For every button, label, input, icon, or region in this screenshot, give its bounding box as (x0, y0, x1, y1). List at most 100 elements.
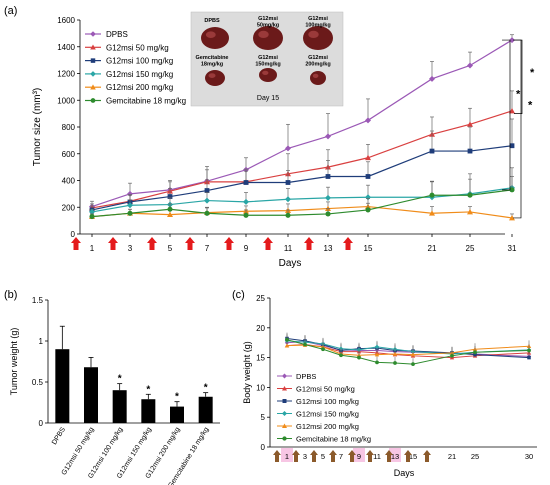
significance-star: * (146, 384, 150, 395)
legend-label: DPBS (106, 30, 128, 39)
significance-star: * (516, 89, 521, 101)
series-line (91, 205, 513, 219)
marker-circle (375, 360, 379, 365)
marker-triangle (392, 351, 398, 356)
treatment-arrow (304, 237, 314, 250)
marker-diamond (90, 31, 96, 37)
y-tick-label: 1600 (57, 16, 75, 25)
series-gemcitabine-18-mg-kg (285, 333, 531, 367)
y-tick-label: 20 (256, 324, 265, 333)
inset-label-line: DPBS (204, 18, 220, 24)
y-tick-label: 0 (71, 230, 76, 239)
bar (170, 406, 184, 423)
panel-label: (b) (4, 289, 17, 301)
marker-square (365, 174, 371, 179)
tumor-highlight (205, 31, 216, 38)
treatment-band (389, 448, 401, 462)
treatment-arrow (343, 237, 353, 250)
treatment-arrow (385, 450, 393, 462)
y-axis-title: Tumor size (mm³) (32, 88, 43, 167)
marker-circle (393, 361, 397, 365)
inset-label-line: Gemcitabine (195, 55, 228, 61)
marker-triangle (365, 154, 371, 161)
inset-label: G12msi 200mg/kg (305, 55, 330, 68)
marker-circle (285, 337, 289, 342)
x-tick-label: 9 (357, 452, 361, 461)
marker-circle (89, 214, 95, 220)
treatment-arrow (224, 237, 234, 250)
marker-square (429, 148, 435, 154)
series-gemcitabine-18-mg-kg (89, 176, 515, 220)
bar (55, 349, 70, 423)
marker-triangle (467, 208, 473, 215)
legend-label: G12msi 150 mg/kg (296, 410, 359, 419)
legend: DPBS G12msi 50 mg/kg G12msi 100 mg/kg G12ms… (85, 30, 186, 106)
marker-circle (303, 342, 307, 347)
marker-square (467, 148, 473, 154)
tumor-highlight (312, 73, 319, 78)
series-line (91, 145, 513, 211)
x-tick-label: 25 (471, 452, 479, 461)
y-tick-label: 0 (261, 443, 266, 452)
marker-diamond (89, 208, 95, 215)
x-tick-label: 13 (324, 244, 333, 253)
marker-circle (527, 348, 531, 353)
x-tick-label: 11 (373, 452, 381, 461)
marker-triangle (282, 386, 287, 391)
inset-label: G12msi 100mg/kg (305, 16, 330, 29)
marker-triangle (509, 107, 515, 114)
x-tick-label: 15 (364, 244, 373, 253)
x-tick-label: 30 (525, 452, 533, 461)
x-tick-label: 25 (466, 244, 475, 253)
tumor-sample (310, 71, 326, 85)
significance-star: * (204, 383, 208, 394)
legend: DPBS G12msi 50 mg/kg G12msi 100 mg/kg G12ms… (277, 372, 371, 444)
x-tick-label: 1 (285, 452, 289, 461)
tumor-highlight (208, 73, 216, 78)
marker-square (243, 180, 249, 185)
bar (141, 399, 156, 423)
marker-square (325, 174, 331, 179)
marker-triangle (284, 343, 290, 348)
y-tick-label: 600 (62, 150, 76, 159)
tumor-sample (253, 26, 283, 50)
treatment-arrow (404, 450, 412, 462)
significance-star: * (528, 99, 533, 111)
x-tick-label: 31 (508, 244, 517, 253)
x-tick-label: 5 (168, 244, 173, 253)
legend-label: G12msi 200 mg/kg (296, 422, 359, 431)
marker-diamond (285, 145, 291, 152)
marker-diamond (243, 198, 249, 205)
marker-circle (325, 211, 331, 217)
x-tick-label: 7 (205, 244, 210, 253)
x-tick-label: 1 (90, 244, 95, 253)
marker-triangle (429, 210, 435, 216)
treatment-arrow (71, 237, 81, 250)
tumor-highlight (262, 70, 269, 75)
y-tick-label: 1.5 (32, 296, 44, 305)
marker-diamond (282, 411, 287, 416)
tumor-highlight (258, 30, 269, 38)
inset-label-line: G12msi (308, 55, 328, 61)
tumor-sample (201, 27, 229, 49)
marker-triangle (90, 44, 96, 50)
x-tick-label: 21 (448, 452, 456, 461)
inset-label: DPBS (204, 18, 220, 24)
treatment-arrow (348, 450, 356, 462)
marker-circle (90, 98, 96, 103)
legend-label: DPBS (296, 372, 316, 381)
tumor-sample (259, 68, 277, 82)
marker-triangle (167, 211, 173, 218)
marker-triangle (410, 352, 416, 357)
inset-label-line: 200mg/kg (305, 62, 330, 68)
marker-diamond (204, 197, 210, 204)
marker-diamond (127, 202, 133, 209)
marker-triangle (467, 121, 473, 127)
legend-label: G12msi 200 mg/kg (106, 83, 173, 92)
marker-diamond (374, 344, 380, 350)
legend-label: Gemcitabine 18 mg/kg (106, 97, 186, 106)
y-tick-label: 400 (62, 177, 76, 186)
treatment-arrow (366, 450, 374, 462)
